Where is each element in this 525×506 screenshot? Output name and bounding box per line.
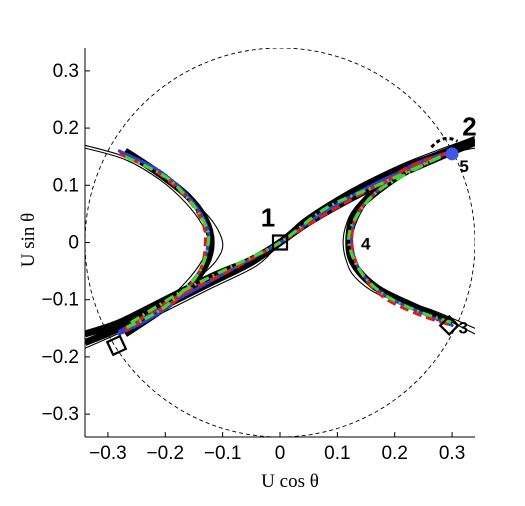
y-tick-label-3: 0 [68,233,79,254]
annotation-label-4: 4 [361,235,371,254]
x-tick-label-6: 0.3 [439,443,465,464]
series-3-curve-1 [118,152,208,333]
x-tick-label-0: −0.3 [89,443,127,464]
marker-4-dot [445,147,459,161]
annotation-label-2: 2 [462,111,476,141]
annotation-label-3: 3 [458,318,467,337]
series-4-curve-2 [130,155,442,324]
y-tick-label-1: −0.2 [41,347,79,368]
annotation-label-5: 5 [459,157,468,176]
x-tick-label-3: 0 [275,443,286,464]
y-axis-label: U sin θ [18,213,39,268]
y-tick-label-6: 0.3 [53,61,79,82]
series-4-curve-0 [347,155,453,325]
series-3-curve-0 [350,152,453,327]
x-tick-label-4: 0.1 [324,443,350,464]
y-tick-label-2: −0.1 [41,290,79,311]
marker-1-arc [430,136,459,149]
markers-layer: 1 2 3 4 5 [105,111,477,357]
y-tick-label-4: 0.1 [53,175,79,196]
series-4-curve-1 [124,155,211,330]
marker-5-square [105,334,128,357]
marker-0-square [271,234,289,251]
marker-2-diamond [438,314,460,337]
annotation-label-1: 1 [261,203,275,233]
x-tick-label-1: −0.2 [147,443,185,464]
x-tick-label-2: −0.1 [204,443,242,464]
y-tick-label-5: 0.2 [53,118,79,139]
x-axis-label: U cos θ [261,471,319,492]
x-tick-label-5: 0.2 [381,443,407,464]
y-tick-label-0: −0.3 [41,404,79,425]
curves-layer [85,48,475,437]
axes-layer: −0.3 −0.2 −0.1 0 0.1 0.2 0.3 −0.3 −0.2 −0.1 0 0.1 0.… [41,48,475,464]
